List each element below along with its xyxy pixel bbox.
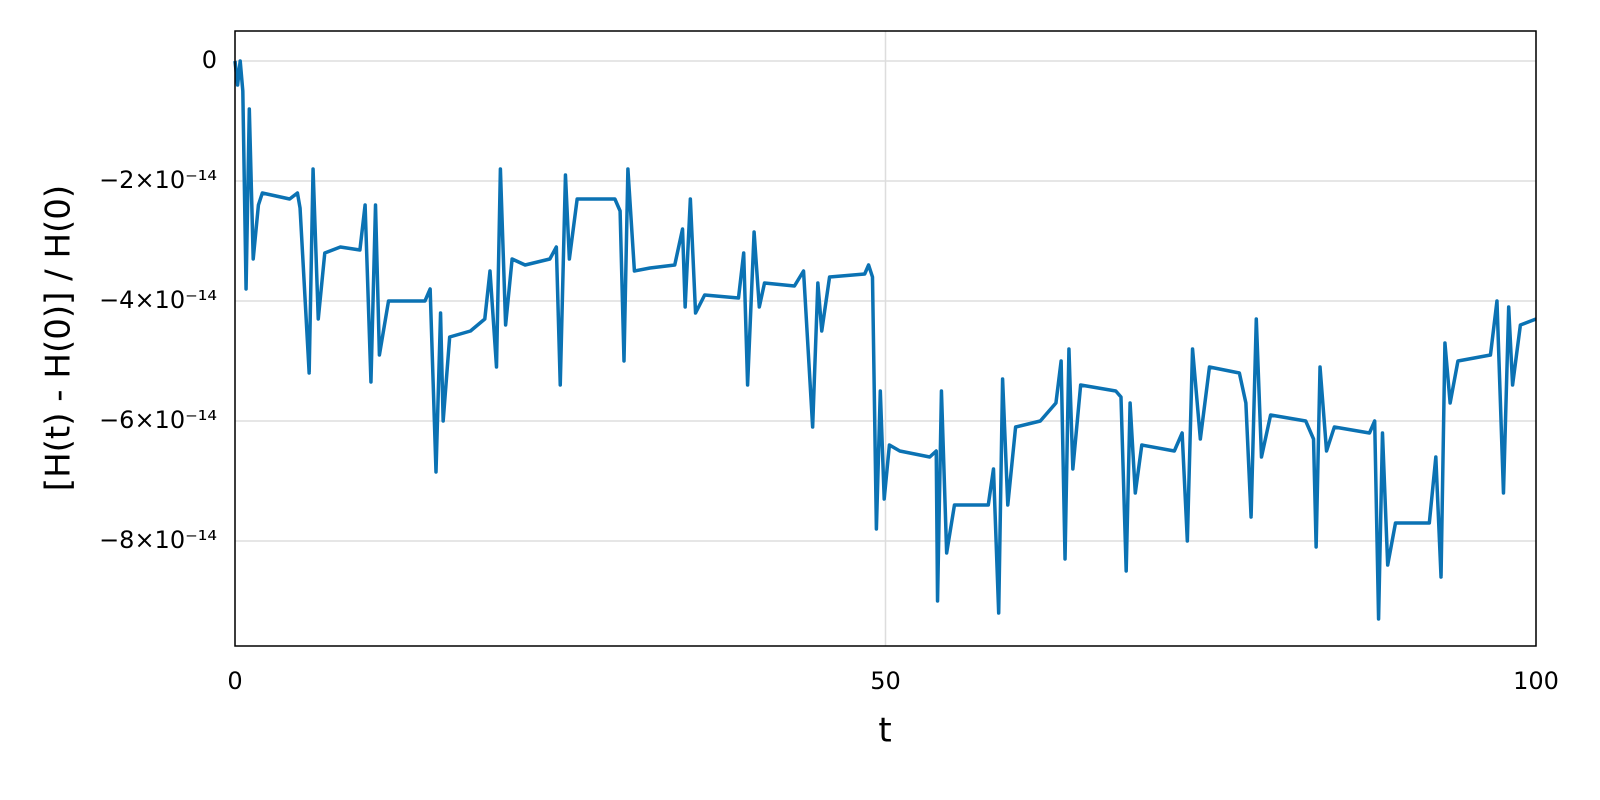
- y-tick-label: −2×10⁻¹⁴: [99, 166, 217, 194]
- x-axis-label: t: [878, 711, 891, 751]
- y-tick-label: −4×10⁻¹⁴: [99, 286, 217, 314]
- plot-frame: [234, 30, 1537, 647]
- x-tick-label: 0: [227, 667, 242, 695]
- y-tick-label: 0: [202, 46, 217, 74]
- data-line: [233, 59, 1537, 621]
- x-tick-label: 100: [1513, 667, 1559, 695]
- y-tick-label: −6×10⁻¹⁴: [99, 406, 217, 434]
- y-tick-label: −8×10⁻¹⁴: [99, 526, 217, 554]
- x-tick-label: 50: [870, 667, 901, 695]
- y-axis-label: [H(t) - H(0)] / H(0): [39, 185, 79, 491]
